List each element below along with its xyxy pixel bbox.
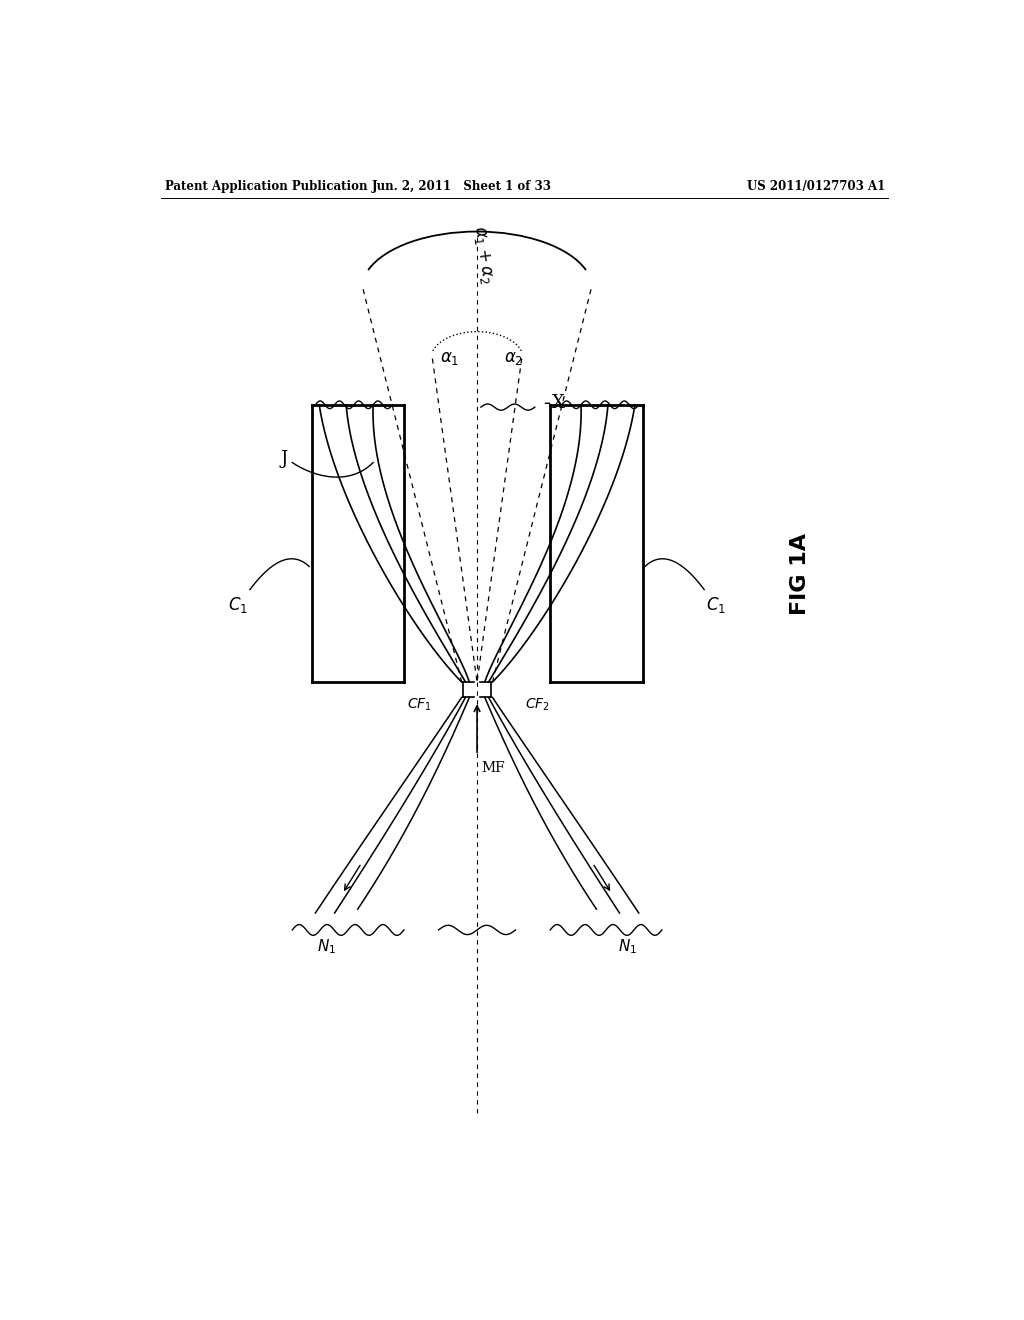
Text: FIG 1A: FIG 1A	[791, 533, 810, 615]
Text: US 2011/0127703 A1: US 2011/0127703 A1	[746, 181, 885, 194]
Text: $N_1$: $N_1$	[617, 937, 637, 956]
Text: $CF_2$: $CF_2$	[524, 697, 550, 713]
Text: $CF_1$: $CF_1$	[407, 697, 432, 713]
Text: MF: MF	[481, 760, 505, 775]
Text: $\alpha_1$: $\alpha_1$	[440, 350, 460, 367]
Text: $N_1$: $N_1$	[317, 937, 337, 956]
Text: Jun. 2, 2011   Sheet 1 of 33: Jun. 2, 2011 Sheet 1 of 33	[372, 181, 552, 194]
Text: X: X	[552, 395, 564, 412]
Text: $\alpha_2$: $\alpha_2$	[505, 350, 523, 367]
Text: $C_1$: $C_1$	[228, 595, 249, 615]
Text: $C_1$: $C_1$	[706, 595, 726, 615]
Text: J: J	[281, 450, 288, 467]
Text: Patent Application Publication: Patent Application Publication	[165, 181, 368, 194]
Text: $\alpha_1 + \alpha_2$: $\alpha_1 + \alpha_2$	[470, 224, 497, 285]
